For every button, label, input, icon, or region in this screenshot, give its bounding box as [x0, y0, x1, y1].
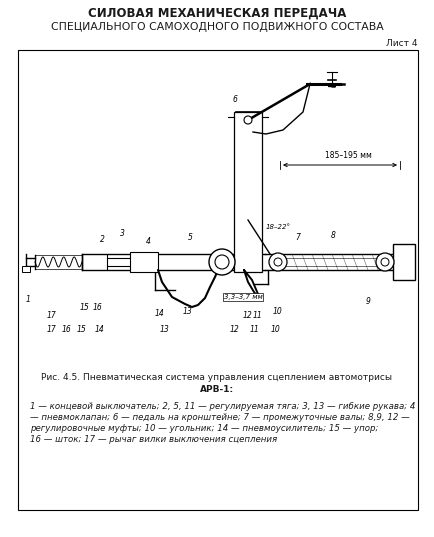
Text: 10: 10 — [273, 308, 282, 316]
Text: 16 — шток; 17 — рычаг вилки выключения сцепления: 16 — шток; 17 — рычаг вилки выключения с… — [30, 435, 276, 444]
Text: 3: 3 — [119, 229, 124, 238]
Text: 5: 5 — [187, 234, 192, 243]
Text: Лист 4: Лист 4 — [386, 39, 417, 47]
Text: 14: 14 — [155, 309, 164, 318]
Bar — [392, 244, 414, 280]
Text: 12: 12 — [243, 310, 252, 320]
Circle shape — [243, 116, 251, 124]
Text: 15: 15 — [77, 325, 87, 335]
Text: 4: 4 — [145, 237, 150, 246]
Text: регулировочные муфты; 10 — угольник; 14 — пневмоусилитель; 15 — упор;: регулировочные муфты; 10 — угольник; 14 … — [30, 424, 378, 433]
Text: 18–22°: 18–22° — [265, 224, 290, 230]
Text: 9: 9 — [365, 297, 370, 307]
Circle shape — [273, 258, 281, 266]
Text: АРВ-1:: АРВ-1: — [200, 386, 233, 395]
Text: 15: 15 — [80, 303, 90, 313]
Text: 16: 16 — [93, 303, 102, 313]
Text: СИЛОВАЯ МЕХАНИЧЕСКАЯ ПЕРЕДАЧА: СИЛОВАЯ МЕХАНИЧЕСКАЯ ПЕРЕДАЧА — [88, 6, 345, 19]
Text: 3,3–3,7 мм: 3,3–3,7 мм — [223, 294, 262, 300]
Text: 12: 12 — [230, 325, 239, 335]
Text: — пневмоклапан; 6 — педаль на кронштейне; 7 — промежуточные валы; 8,9, 12 —: — пневмоклапан; 6 — педаль на кронштейне… — [30, 413, 409, 422]
Text: 11: 11 — [250, 325, 259, 335]
Circle shape — [380, 258, 388, 266]
Text: СПЕЦИАЛЬНОГО САМОХОДНОГО ПОДВИЖНОГО СОСТАВА: СПЕЦИАЛЬНОГО САМОХОДНОГО ПОДВИЖНОГО СОСТ… — [50, 22, 382, 32]
Text: 8: 8 — [330, 230, 335, 240]
Bar — [130, 252, 158, 272]
Circle shape — [214, 255, 228, 269]
Text: 6: 6 — [232, 96, 237, 105]
Text: 17: 17 — [47, 310, 57, 320]
Circle shape — [268, 253, 286, 271]
Bar — [18, 50, 417, 510]
Text: 14: 14 — [95, 325, 105, 335]
Text: 11: 11 — [253, 310, 262, 320]
Text: 13: 13 — [183, 308, 192, 316]
Text: Рис. 4.5. Пневматическая система управления сцеплением автомотрисы: Рис. 4.5. Пневматическая система управле… — [41, 374, 391, 382]
Bar — [22, 266, 30, 272]
Text: 13: 13 — [160, 325, 170, 335]
Text: 10: 10 — [270, 325, 280, 335]
Bar — [233, 112, 261, 272]
Text: 17: 17 — [47, 325, 57, 335]
Circle shape — [375, 253, 393, 271]
Text: 185–195 мм: 185–195 мм — [324, 151, 371, 161]
Circle shape — [208, 249, 234, 275]
Text: 7: 7 — [295, 234, 300, 243]
Text: 1: 1 — [26, 295, 30, 304]
Text: 1 — концевой выключатель; 2, 5, 11 — регулируемая тяга; 3, 13 — гибкие рукава; 4: 1 — концевой выключатель; 2, 5, 11 — рег… — [30, 402, 414, 411]
Text: 2: 2 — [99, 236, 104, 244]
Text: 16: 16 — [62, 325, 72, 335]
